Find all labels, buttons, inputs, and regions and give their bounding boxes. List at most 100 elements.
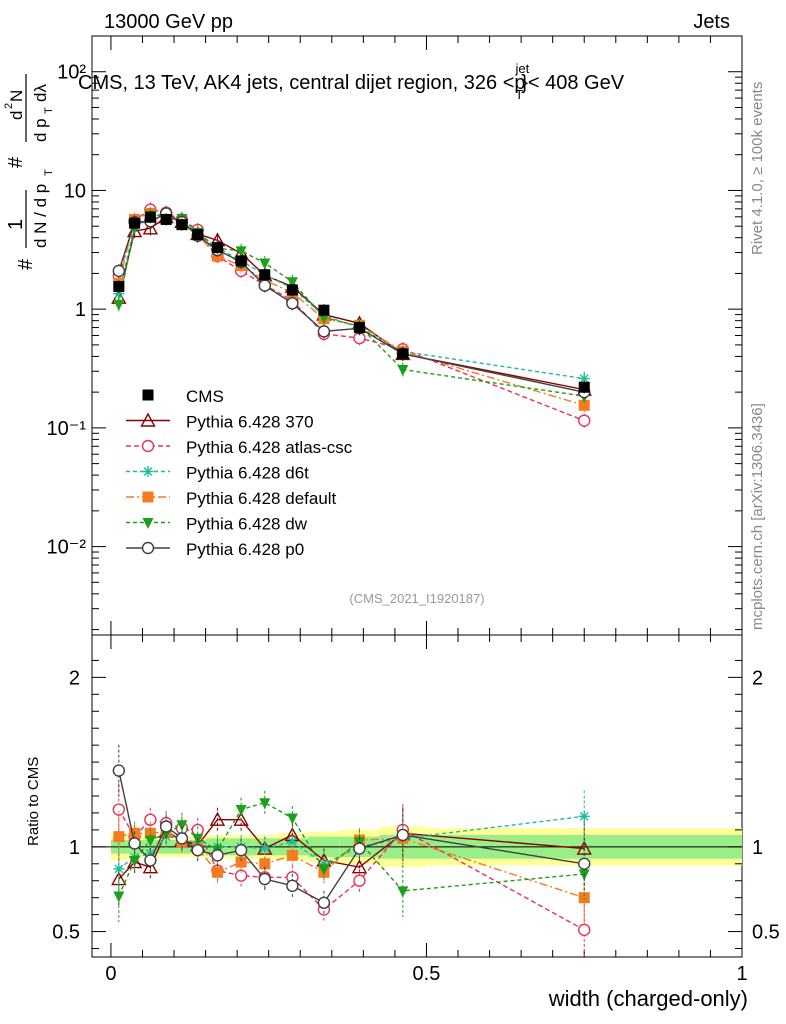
ratio-point-pythia-6-428-p0 <box>175 832 189 845</box>
main-ylabel: # 1 d N / d p T # d 2 N d p T dλ <box>3 74 55 270</box>
plot-title-main: CMS, 13 TeV, AK4 jets, central dijet reg… <box>78 72 526 94</box>
ratio-point-pythia-6-428-p0 <box>191 844 204 857</box>
point-pythia-6-428-dw <box>113 299 125 311</box>
point-pythia-6-428-370 <box>142 220 159 235</box>
ratio-line-pythia-6-428-atlas-csc <box>118 809 585 931</box>
series-line-pythia-6-428-dw <box>118 214 585 397</box>
ratio-point-pythia-6-428-370 <box>351 859 368 874</box>
legend-label-pythia-6-428-atlas-csc: Pythia 6.428 atlas-csc <box>186 438 353 457</box>
ratio-point-pythia-6-428-atlas-csc <box>578 923 591 937</box>
xtick-label: 0 <box>105 963 116 985</box>
ratio-point-pythia-6-428-default <box>578 892 590 904</box>
ratio-series-group <box>111 744 592 956</box>
data-point <box>176 219 188 231</box>
plot-title: CMS, 13 TeV, AK4 jets, central dijet reg… <box>78 61 625 102</box>
data-point <box>259 269 271 281</box>
ratio-point-pythia-6-428-p0 <box>144 854 157 867</box>
ratio-point-pythia-6-428-default <box>259 858 271 870</box>
ratio-line-pythia-6-428-p0 <box>118 770 585 904</box>
ytick-label: 10 <box>64 180 86 202</box>
ratio-point-pythia-6-428-p0 <box>159 820 173 833</box>
ytick-label: 10⁻² <box>47 537 87 559</box>
header-left: 13000 GeV pp <box>104 11 233 33</box>
ratio-point-pythia-6-428-p0 <box>258 872 271 886</box>
data-point <box>578 381 590 393</box>
ratio-point-pythia-6-428-370 <box>209 811 226 826</box>
ratio-point-pythia-6-428-370 <box>142 859 159 874</box>
ratio-point-pythia-6-428-370 <box>233 811 249 826</box>
ratio-point-pythia-6-428-atlas-csc <box>112 803 126 816</box>
asterisk-stroke <box>288 837 297 847</box>
ylabel-frac1-num: 1 <box>5 219 27 230</box>
ratio-axis-ticks: 0.5 0.5 1 1 2 2 <box>52 659 780 950</box>
asterisk-stroke <box>579 811 589 821</box>
ratio-point-pythia-6-428-dw <box>129 855 141 867</box>
point-pythia-6-428-dw <box>397 365 409 377</box>
ratio-uncertainty-bands <box>92 826 742 868</box>
point-pythia-6-428-p0 <box>286 297 299 310</box>
ratio-point-pythia-6-428-p0 <box>578 857 591 870</box>
point-pythia-6-428-p0 <box>112 264 126 278</box>
ratio-point-pythia-6-428-p0 <box>353 842 366 855</box>
ratio-point-pythia-6-428-atlas-csc <box>144 813 157 826</box>
ylabel-frac1-den: d N / d p <box>31 184 50 248</box>
ratio-point-pythia-6-428-default <box>235 856 247 868</box>
series-line-pythia-6-428-d6t <box>118 215 585 380</box>
xtick-label: 1 <box>736 963 747 985</box>
series-line-pythia-6-428-p0 <box>118 212 585 393</box>
main-axis-ticks: 10⁻² 10⁻¹ 1 10 10² 0 0.5 1 <box>47 35 748 985</box>
plot-title-sup: jet <box>515 61 530 76</box>
series-line-pythia-6-428-370 <box>118 216 585 391</box>
xtick-label: 0.5 <box>413 963 441 985</box>
ratio-ytick-label-left: 2 <box>69 667 80 689</box>
data-point <box>286 284 298 296</box>
header-right: Jets <box>693 11 730 33</box>
ratio-plot-frame <box>91 634 743 958</box>
ratio-point-pythia-6-428-p0 <box>211 849 224 862</box>
ylabel-frac2-den: d p <box>31 118 50 142</box>
ratio-point-pythia-6-428-default <box>286 849 298 861</box>
data-point <box>160 213 172 225</box>
legend-label-pythia-6-428-dw: Pythia 6.428 dw <box>186 515 308 534</box>
plot-title-sub: T <box>515 87 523 102</box>
rivet-label: Rivet 4.1.0, ≥ 100k events <box>749 82 766 255</box>
mcplots-label: mcplots.cern.ch [arXiv:1306.3436] <box>749 403 766 630</box>
main-series-group <box>111 202 592 428</box>
plot-title-tail: }< 408 GeV <box>521 72 625 94</box>
ylabel-frac2-den-sub: T <box>43 107 55 114</box>
point-pythia-6-428-dw <box>318 313 330 325</box>
legend-marker-pythia-6-428-370 <box>140 412 156 427</box>
asterisk-stroke <box>143 467 153 476</box>
ratio-point-pythia-6-428-d6t <box>578 810 590 822</box>
ratio-ytick-label-right: 2 <box>752 667 763 689</box>
ratio-point-pythia-6-428-p0 <box>317 896 331 909</box>
legend-label-pythia-6-428-d6t: Pythia 6.428 d6t <box>186 464 309 483</box>
ratio-point-pythia-6-428-dw <box>113 891 125 903</box>
ratio-point-pythia-6-428-dw <box>176 820 188 832</box>
legend-label-pythia-6-428-default: Pythia 6.428 default <box>186 489 337 508</box>
analysis-tag: (CMS_2021_I1920187) <box>349 591 484 606</box>
legend-marker-pythia-6-428-default <box>142 491 154 503</box>
legend-label-cms: CMS <box>186 387 224 406</box>
ratio-point-pythia-6-428-dw <box>286 813 298 825</box>
data-point <box>113 281 125 293</box>
ytick-label: 10² <box>57 62 86 84</box>
data-point <box>235 255 247 267</box>
ratio-point-pythia-6-428-p0 <box>234 844 248 857</box>
legend-marker-pythia-6-428-p0 <box>141 541 155 555</box>
asterisk-stroke <box>114 864 124 874</box>
point-pythia-6-428-dw <box>259 258 271 270</box>
legend-marker-pythia-6-428-d6t <box>142 466 154 477</box>
data-point <box>353 322 365 334</box>
asterisk-stroke <box>579 374 589 383</box>
data-point <box>397 348 409 360</box>
legend-label-pythia-6-428-p0: Pythia 6.428 p0 <box>186 540 304 559</box>
legend-marker-pythia-6-428-dw <box>142 518 154 529</box>
ratio-point-pythia-6-428-dw <box>144 835 156 847</box>
ylabel-hash-1: # <box>15 258 37 270</box>
ylabel-frac2-num: d <box>7 111 26 120</box>
data-point <box>129 217 141 229</box>
ratio-point-pythia-6-428-p0 <box>128 837 141 850</box>
data-point <box>192 229 204 241</box>
legend: CMS Pythia 6.428 370 Pythia 6.428 atlas-cs… <box>126 387 353 559</box>
